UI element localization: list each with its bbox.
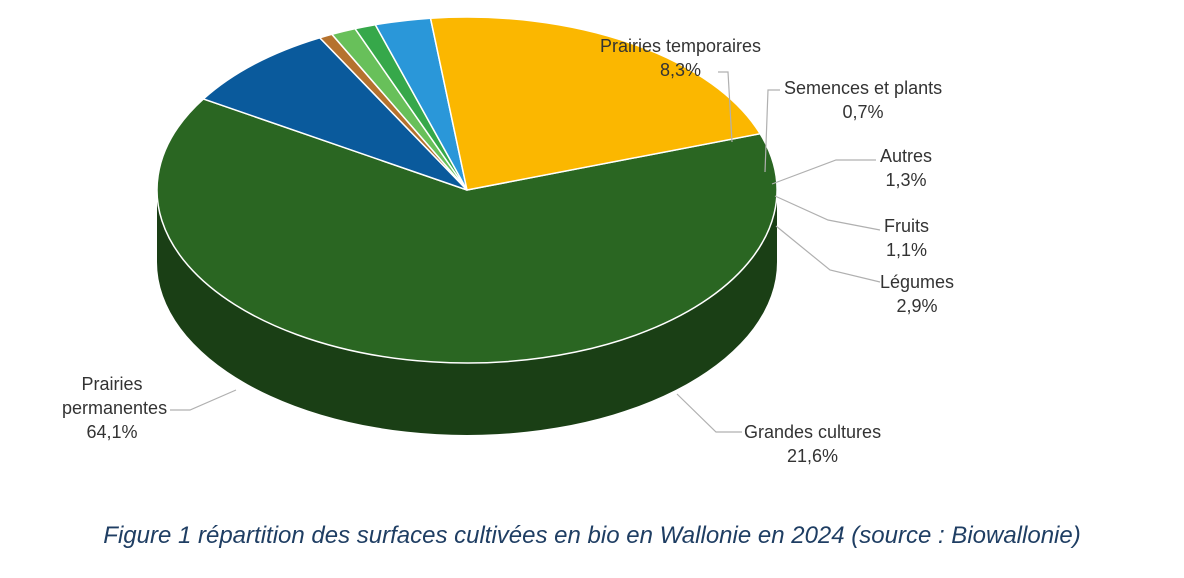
slice-label-prairies-permanentes: Prairies permanentes 64,1% (62, 374, 168, 442)
leader-lines (170, 71, 881, 433)
pie-side-walls (157, 190, 777, 435)
slice-label-legumes: Légumes 2,9% (880, 272, 955, 316)
pie-slice-prairies-permanentes (156, 98, 778, 364)
leader-line-1 (764, 89, 780, 173)
leader-line-4 (775, 225, 881, 283)
slice-label-grandes-cultures: Grandes cultures 21,6% (744, 422, 882, 466)
pie-side-prairies-permanentes (157, 190, 777, 435)
pie-slice-grandes-cultures (429, 16, 762, 191)
leader-line-5 (676, 393, 742, 433)
slice-label-prairies-temporaires: Prairies temporaires 8,3% (600, 36, 762, 80)
slice-label-fruits: Fruits 1,1% (884, 216, 929, 260)
pie-slice-prairies-temporaires (201, 36, 468, 191)
leader-line-3 (774, 195, 881, 231)
slice-label-autres: Autres 1,3% (880, 146, 933, 190)
slice-label-semences-et-plants: Semences et plants 0,7% (784, 78, 943, 122)
leader-line-2 (771, 159, 876, 185)
figure-caption: Figure 1 répartition des surfaces cultiv… (103, 522, 1081, 549)
leader-line-0 (718, 71, 733, 143)
leader-line-6 (170, 389, 237, 411)
pie-top-faces (156, 16, 778, 364)
